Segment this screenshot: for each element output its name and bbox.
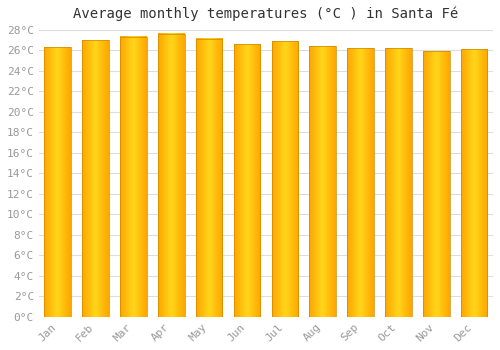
Bar [120, 37, 146, 317]
Bar [82, 40, 109, 317]
Bar [234, 44, 260, 317]
Bar [423, 51, 450, 317]
Bar [44, 47, 71, 317]
Bar [158, 34, 184, 317]
Bar [310, 46, 336, 317]
Bar [196, 39, 222, 317]
Bar [461, 49, 487, 317]
Bar [272, 41, 298, 317]
Bar [385, 48, 411, 317]
Bar [348, 48, 374, 317]
Title: Average monthly temperatures (°C ) in Santa Fé: Average monthly temperatures (°C ) in Sa… [74, 7, 458, 21]
